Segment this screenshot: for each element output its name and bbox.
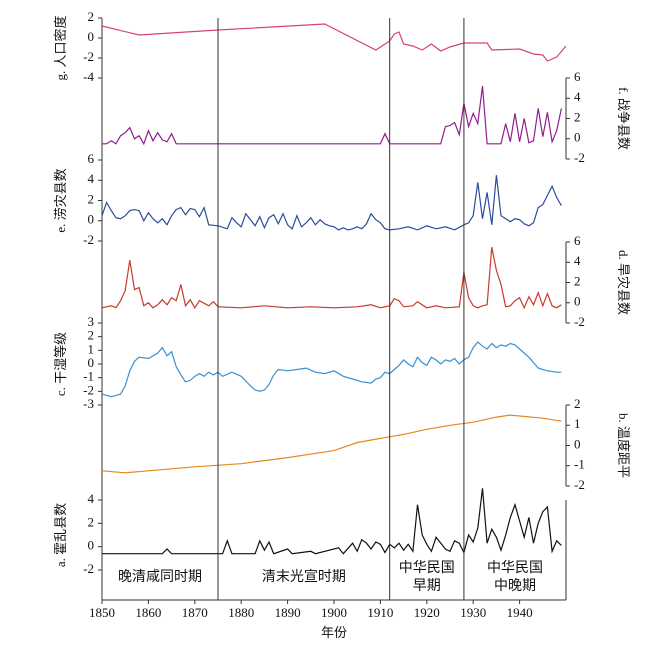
y-tick-label: 0	[88, 538, 95, 553]
x-tick-label: 1900	[321, 605, 347, 620]
y-axis-label: c. 干湿等级	[53, 332, 68, 396]
y-tick-label: 6	[574, 233, 581, 248]
y-tick-label: 0	[88, 29, 95, 44]
y-tick-label: -2	[574, 314, 585, 329]
y-tick-label: 0	[88, 212, 95, 227]
data-line	[101, 414, 562, 474]
y-tick-label: 4	[574, 253, 581, 268]
y-tick-label: 2	[88, 191, 95, 206]
x-tick-label: 1890	[275, 605, 301, 620]
data-line	[101, 23, 567, 62]
y-tick-label: 0	[574, 294, 581, 309]
x-axis-label: 年份	[321, 625, 347, 640]
y-axis-label: e. 涝灾县数	[53, 168, 68, 232]
y-axis-label: b. 温度距平	[616, 413, 631, 478]
x-tick-label: 1850	[89, 605, 115, 620]
data-line	[101, 175, 562, 231]
y-tick-label: 6	[574, 69, 581, 84]
y-tick-label: 6	[88, 151, 95, 166]
x-tick-label: 1880	[228, 605, 254, 620]
y-tick-label: 4	[88, 171, 95, 186]
y-tick-label: 0	[574, 436, 581, 451]
data-line	[101, 341, 562, 398]
period-label: 晚清咸同时期	[118, 569, 202, 585]
y-tick-label: -2	[574, 150, 585, 165]
y-tick-label: 1	[574, 416, 581, 431]
y-tick-label: 0	[88, 355, 95, 370]
y-tick-label: 3	[88, 314, 95, 329]
period-label: 中华民国	[487, 560, 543, 576]
data-line	[102, 86, 562, 146]
x-tick-label: 1920	[414, 605, 440, 620]
y-tick-label: -2	[83, 232, 94, 247]
y-axis-label: g. 人口密度	[53, 15, 68, 80]
y-tick-label: 0	[574, 130, 581, 145]
y-tick-label: -4	[83, 69, 94, 84]
y-tick-label: -2	[83, 49, 94, 64]
y-tick-label: -1	[83, 369, 94, 384]
y-tick-label: 2	[574, 273, 581, 288]
y-tick-label: 2	[88, 9, 95, 24]
y-axis-label: a. 霍乱县数	[53, 503, 68, 567]
y-tick-label: 4	[88, 491, 95, 506]
x-tick-label: 1930	[460, 605, 486, 620]
y-axis-label: d. 旱灾县数	[616, 250, 631, 315]
data-line	[102, 488, 562, 555]
y-tick-label: 1	[88, 341, 95, 356]
y-tick-label: 2	[88, 514, 95, 529]
period-label: 清末光宣时期	[262, 569, 346, 585]
y-tick-label: 2	[574, 396, 581, 411]
y-tick-label: -1	[574, 457, 585, 472]
x-tick-label: 1870	[182, 605, 208, 620]
data-line	[101, 246, 562, 310]
x-tick-label: 1940	[507, 605, 533, 620]
y-axis-label: f. 战争县数	[616, 87, 631, 150]
y-tick-label: -2	[83, 382, 94, 397]
period-label: 早期	[413, 578, 441, 594]
y-tick-label: 2	[574, 109, 581, 124]
y-tick-label: -2	[83, 561, 94, 576]
y-tick-label: -3	[83, 396, 94, 411]
period-label: 中华民国	[399, 560, 455, 576]
x-tick-label: 1860	[135, 605, 161, 620]
y-tick-label: -2	[574, 477, 585, 492]
period-label: 中晚期	[494, 578, 536, 594]
y-tick-label: 2	[88, 328, 95, 343]
y-tick-label: 4	[574, 89, 581, 104]
x-tick-label: 1910	[367, 605, 393, 620]
